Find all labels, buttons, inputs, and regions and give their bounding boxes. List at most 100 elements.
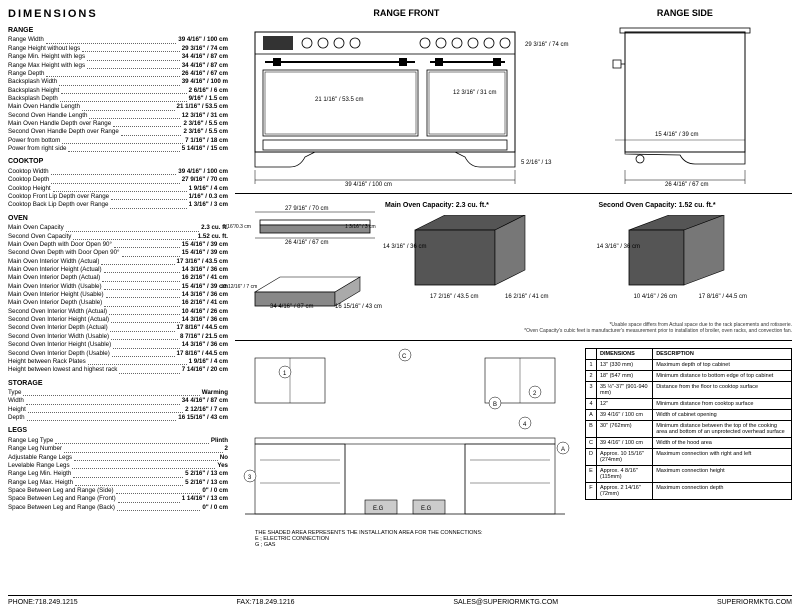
spec-row: Main Oven Handle Length21 1/16" / 53.5 c… [8,103,228,111]
spec-row: Adjustable Range LegsNo [8,454,228,462]
spec-row: Width34 4/16" / 87 cm [8,397,228,405]
spec-row: Main Oven Interior Width (Usable)15 4/16… [8,283,228,291]
spec-row: Backsplash Depth9/16" / 1.5 cm [8,95,228,103]
spec-row: Space Between Leg and Range (Back)0" / 0… [8,504,228,512]
spec-row: Second Oven Interior Width (Actual)10 4/… [8,308,228,316]
spec-row: Second Oven Depth with Door Open 90°15 4… [8,249,228,257]
spec-row: Cooktop Back Lip Depth over Range1 3/16"… [8,201,228,209]
spec-row: Second Oven Interior Depth (Usable)17 8/… [8,350,228,358]
front-view-title: RANGE FRONT [235,8,578,18]
table-header: DIMENSIONS [596,349,652,360]
spec-row: Main Oven Interior Depth (Usable)16 2/16… [8,299,228,307]
table-row: C39 4/16" / 100 cmWidth of the hood area [586,438,792,449]
table-row: 412"Minimum distance from cooktop surfac… [586,399,792,410]
spec-row: Height between lowest and highest rack7 … [8,366,228,374]
g-label: G ; GAS [255,542,575,548]
spec-row: Cooktop Width39 4/16" / 100 cm [8,168,228,176]
diagram-area: RANGE FRONT RANGE SIDE [235,8,792,588]
spec-row: Main Oven Depth with Door Open 90°15 4/1… [8,241,228,249]
spec-row: Second Oven Interior Depth (Actual)17 8/… [8,324,228,332]
table-row: FApprox. 2 14/16" (72mm)Maximum connecti… [586,483,792,500]
side-depth2-label: 26 4/16" / 67 cm [665,182,709,188]
spec-row: Backsplash Height2 6/16" / 6 cm [8,87,228,95]
spec-row: Range Leg Min. Heigth5 2/16" / 13 cm [8,470,228,478]
spec-row: Range Max Height with legs34 4/16" / 87 … [8,62,228,70]
dimension-table-container: DIMENSIONSDESCRIPTION 113" (330 mm)Maxim… [585,348,792,548]
table-header: DESCRIPTION [653,349,792,360]
main-oven-cavity: Main Oven Capacity: 2.3 cu. ft.* 14 3/16… [385,202,579,305]
spec-row: Levelable Range LegsYes [8,462,228,470]
second-oven-cavity: Second Oven Capacity: 1.52 cu. ft.* 14 3… [599,202,793,305]
spec-row: Space Between Leg and Range (Side)0" / 0… [8,487,228,495]
section-header-storage: STORAGE [8,379,228,388]
spec-row: Depth16 15/16" / 43 cm [8,414,228,422]
table-row: B30" (762mm)Minimum distance between the… [586,421,792,438]
dimension-table: DIMENSIONSDESCRIPTION 113" (330 mm)Maxim… [585,348,792,500]
section-header-cooktop: COOKTOP [8,157,228,166]
svg-text:E.G: E.G [421,506,432,512]
table-row: 335 ½"-37" (901-940 mm)Distance from the… [586,382,792,399]
spec-row: Main Oven Interior Depth (Actual)16 2/16… [8,274,228,282]
spec-row: Power from bottom7 1/16" / 18 cm [8,137,228,145]
spec-row: Range Height without legs29 3/16" / 74 c… [8,45,228,53]
cooktop-profile: 27 9/16" / 70 cm 26 4/16" / 67 cm 1/16"/… [235,202,385,332]
spec-row: Cooktop Height1 9/16" / 4 cm [8,185,228,193]
spec-row: Cooktop Front Lip Depth over Range1/16" … [8,193,228,201]
svg-text:B: B [493,402,497,408]
spec-row: Height between Rack Plates1 9/16" / 4 cm [8,358,228,366]
front-width-label: 39 4/16" / 100 cm [345,182,392,188]
footer-website: SUPERIORMKTG.COM [717,599,792,606]
svg-text:C: C [402,354,407,360]
table-row: 113" (330 mm)Maximum depth of top cabine… [586,360,792,371]
table-row: A39 4/16" / 100 cmWidth of cabinet openi… [586,410,792,421]
spec-row: Second Oven Handle Length12 3/16" / 31 c… [8,112,228,120]
footer-phone: PHONE:718.249.1215 [8,599,78,606]
spec-row: Second Oven Interior Width (Usable)8 7/1… [8,333,228,341]
table-header [586,349,597,360]
svg-text:E.G: E.G [373,506,384,512]
spec-row: Second Oven Capacity1.52 cu. ft. [8,233,228,241]
footer: PHONE:718.249.1215 FAX:718.249.1216 SALE… [8,595,792,606]
side-depth1-label: 15 4/16" / 39 cm [655,132,699,138]
svg-text:A: A [561,447,565,453]
leg-height-label: 5 2/16" / 13 [521,160,552,166]
spec-row: Power from right side5 14/16" / 15 cm [8,145,228,153]
section-header-legs: LEGS [8,426,228,435]
spec-row: Range Min. Height with legs34 4/16" / 87… [8,53,228,61]
table-row: DApprox. 10 15/16" (274mm)Maximum connec… [586,449,792,466]
footer-email: SALES@SUPERIORMKTG.COM [453,599,558,606]
spec-row: Main Oven Interior Width (Actual)17 3/16… [8,258,228,266]
spec-row: Second Oven Handle Depth over Range2 3/1… [8,128,228,136]
spec-row: Range Leg TypePlinth [8,437,228,445]
footer-fax: FAX:718.249.1216 [237,599,295,606]
section-header-oven: OVEN [8,214,228,223]
side-view-title: RANGE SIDE [578,8,792,18]
spec-row: Range Depth26 4/16" / 67 cm [8,70,228,78]
spec-row: Space Between Leg and Range (Front)1 14/… [8,495,228,503]
spec-row: Range Leg Number2 [8,445,228,453]
section-header-range: RANGE [8,26,228,35]
cavity-note: *Usable space differs from Actual space … [524,322,792,334]
spec-sheet-page: DIMENSIONS RANGERange Width39 4/16" / 10… [0,0,800,610]
spec-row: Range Width39 4/16" / 100 cm [8,36,228,44]
second-handle-label: 12 3/16" / 31 cm [453,90,497,96]
front-height-label: 29 3/16" / 74 cm [525,42,569,48]
installation-diagram: E.G E.G 1 2 3 4 A B C THE SHADED AREA RE… [235,348,575,548]
spec-row: Range Leg Max. Heigth5 2/16" / 13 cm [8,479,228,487]
range-front-svg [235,22,545,192]
spec-row: Main Oven Capacity2.3 cu. ft. [8,224,228,232]
spec-row: TypeWarming [8,389,228,397]
spec-row: Second Oven Interior Height (Actual)14 3… [8,316,228,324]
range-side-svg [585,22,785,192]
spec-row: Backsplash Width39 4/16" / 100 m [8,78,228,86]
spec-row: Main Oven Handle Depth over Range2 3/16"… [8,120,228,128]
spec-row: Main Oven Interior Height (Actual)14 3/1… [8,266,228,274]
table-row: 218" (547 mm)Minimum distance to bottom … [586,371,792,382]
spec-row: Height2 12/16" / 7 cm [8,406,228,414]
table-row: EApprox. 4 8/16" (115mm)Maximum connecti… [586,466,792,483]
main-handle-label: 21 1/16" / 53.5 cm [315,97,364,103]
spec-row: Main Oven Interior Height (Usable)14 3/1… [8,291,228,299]
spec-column: RANGERange Width39 4/16" / 100 cmRange H… [8,22,228,512]
spec-row: Second Oven Interior Height (Usable)14 3… [8,341,228,349]
spec-row: Cooktop Depth27 9/16" / 70 cm [8,176,228,184]
